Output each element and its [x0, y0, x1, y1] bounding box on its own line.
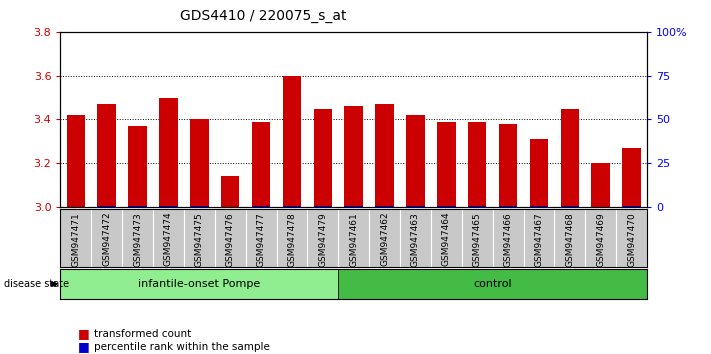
Text: control: control: [474, 279, 512, 289]
Text: GSM947461: GSM947461: [349, 212, 358, 267]
Bar: [60, 269, 338, 299]
Bar: [530, 206, 548, 207]
Bar: [252, 122, 270, 207]
Text: GSM947476: GSM947476: [225, 212, 235, 267]
Bar: [560, 109, 579, 207]
Text: GSM947471: GSM947471: [71, 212, 80, 267]
Text: GSM947462: GSM947462: [380, 212, 389, 267]
Bar: [190, 206, 208, 207]
Bar: [338, 269, 647, 299]
Bar: [499, 206, 518, 207]
Text: GSM947468: GSM947468: [565, 212, 574, 267]
Text: GDS4410 / 220075_s_at: GDS4410 / 220075_s_at: [180, 9, 346, 23]
Bar: [283, 76, 301, 207]
Text: GSM947475: GSM947475: [195, 212, 204, 267]
Bar: [97, 104, 116, 207]
Text: GSM947469: GSM947469: [597, 212, 605, 267]
Bar: [314, 109, 332, 207]
Text: GSM947473: GSM947473: [133, 212, 142, 267]
Text: GSM947472: GSM947472: [102, 212, 111, 267]
Text: ■: ■: [78, 341, 90, 353]
Bar: [252, 206, 270, 207]
Bar: [592, 163, 610, 207]
Bar: [406, 206, 424, 207]
Text: GSM947465: GSM947465: [473, 212, 482, 267]
Bar: [499, 124, 518, 207]
Bar: [159, 206, 178, 207]
Text: GSM947470: GSM947470: [627, 212, 636, 267]
Bar: [406, 115, 424, 207]
Text: transformed count: transformed count: [94, 329, 191, 339]
Bar: [437, 122, 456, 207]
Bar: [344, 206, 363, 207]
Text: ■: ■: [78, 327, 90, 340]
Bar: [97, 206, 116, 207]
Bar: [190, 120, 208, 207]
Bar: [375, 206, 394, 207]
Text: GSM947478: GSM947478: [287, 212, 296, 267]
Text: GSM947479: GSM947479: [319, 212, 327, 267]
Text: infantile-onset Pompe: infantile-onset Pompe: [138, 279, 260, 289]
Text: GSM947464: GSM947464: [442, 212, 451, 267]
Bar: [344, 106, 363, 207]
Bar: [221, 176, 240, 207]
Bar: [129, 206, 147, 207]
Text: GSM947474: GSM947474: [164, 212, 173, 267]
Text: GSM947477: GSM947477: [257, 212, 266, 267]
Bar: [530, 139, 548, 207]
Bar: [468, 122, 486, 207]
Bar: [375, 104, 394, 207]
Bar: [560, 206, 579, 207]
Bar: [67, 115, 85, 207]
Bar: [622, 206, 641, 207]
Text: percentile rank within the sample: percentile rank within the sample: [94, 342, 269, 352]
Bar: [437, 206, 456, 207]
Bar: [468, 206, 486, 207]
Bar: [159, 98, 178, 207]
Text: GSM947463: GSM947463: [411, 212, 420, 267]
Bar: [283, 206, 301, 207]
Text: GSM947467: GSM947467: [535, 212, 543, 267]
Bar: [314, 206, 332, 207]
Bar: [129, 126, 147, 207]
Text: GSM947466: GSM947466: [503, 212, 513, 267]
Text: disease state: disease state: [4, 279, 69, 289]
Bar: [622, 148, 641, 207]
